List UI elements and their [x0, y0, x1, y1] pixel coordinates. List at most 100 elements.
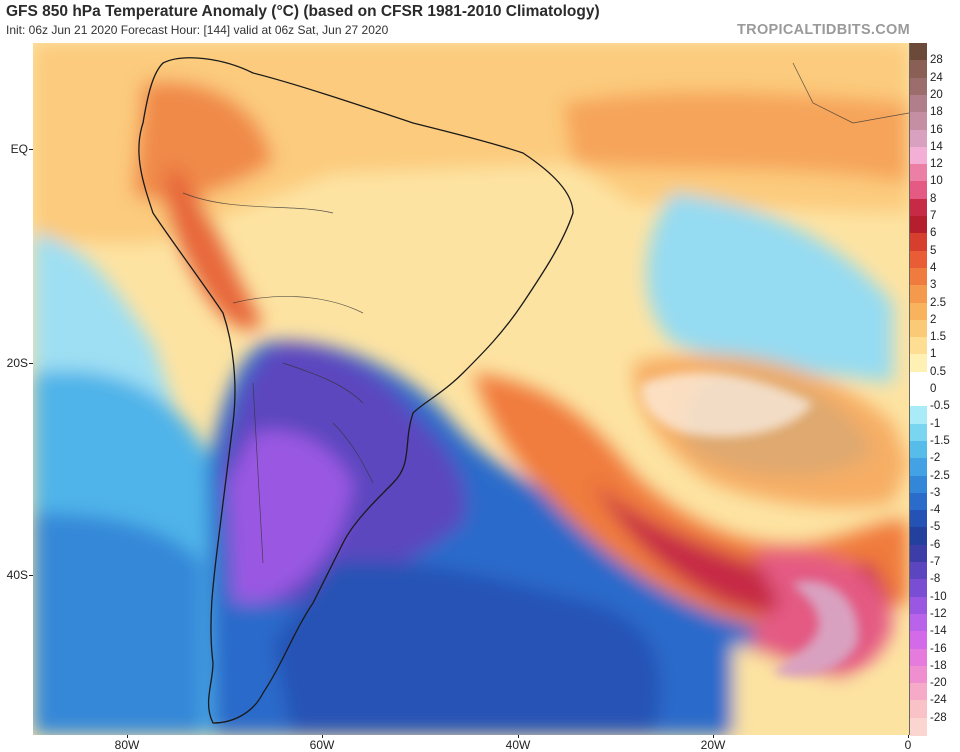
lat-tick-mark	[29, 575, 33, 576]
colorbar-label: 2	[930, 313, 937, 326]
forecast-info: Init: 06z Jun 21 2020 Forecast Hour: [14…	[6, 23, 389, 37]
anomaly-shading	[33, 43, 909, 735]
colorbar-swatch	[910, 319, 927, 338]
colorbar-label: -16	[930, 642, 947, 655]
lon-label-20w: 20W	[700, 738, 726, 752]
lon-tick-mark	[908, 735, 909, 738]
colorbar-swatch	[910, 198, 927, 217]
lat-label-eq: EQ	[10, 142, 28, 156]
colorbar-swatch	[910, 717, 927, 736]
colorbar-swatch	[910, 389, 927, 407]
colorbar-label: 3	[930, 279, 937, 292]
colorbar-label: -24	[930, 694, 947, 707]
colorbar-label: 0.5	[930, 365, 946, 378]
lat-tick-mark	[29, 363, 33, 364]
colorbar-swatch	[910, 613, 927, 632]
colorbar	[909, 43, 927, 736]
colorbar-swatch	[910, 492, 927, 511]
colorbar-swatch	[910, 164, 927, 182]
map-title: GFS 850 hPa Temperature Anomaly (°C) (ba…	[6, 3, 600, 20]
colorbar-label: -4	[930, 504, 941, 517]
colorbar-swatch	[910, 562, 927, 580]
lon-tick-mark	[322, 735, 323, 738]
colorbar-label: -10	[930, 590, 947, 603]
lon-tick-mark	[713, 735, 714, 738]
colorbar-swatch	[910, 285, 927, 304]
source-credit: TROPICALTIDBITS.COM	[737, 22, 910, 38]
colorbar-swatch	[910, 406, 927, 425]
colorbar-label: 12	[930, 158, 943, 171]
colorbar-swatch	[910, 60, 927, 79]
colorbar-swatch	[910, 458, 927, 477]
colorbar-label: 5	[930, 244, 937, 257]
colorbar-label: 2.5	[930, 296, 946, 309]
colorbar-label: -2.5	[930, 469, 950, 482]
colorbar-label: 10	[930, 175, 943, 188]
colorbar-label: -14	[930, 625, 947, 638]
colorbar-label: 16	[930, 123, 943, 136]
colorbar-swatch	[910, 337, 927, 355]
colorbar-label: -1	[930, 417, 941, 430]
colorbar-label: -5	[930, 521, 941, 534]
colorbar-swatch	[910, 596, 927, 615]
colorbar-label: -1.5	[930, 434, 950, 447]
colorbar-label: 7	[930, 210, 937, 222]
lon-label-0: 0	[904, 738, 912, 752]
colorbar-swatch	[910, 146, 927, 165]
colorbar-label: 0	[930, 383, 937, 395]
colorbar-swatch	[910, 112, 927, 131]
colorbar-swatch	[910, 440, 927, 459]
colorbar-label: -6	[930, 538, 941, 551]
lon-tick-mark	[518, 735, 519, 738]
colorbar-swatch	[910, 631, 927, 650]
lon-label-60w: 60W	[309, 738, 335, 752]
colorbar-swatch	[910, 527, 927, 546]
lon-label-80w: 80W	[114, 738, 140, 752]
lon-tick-mark	[127, 735, 128, 738]
colorbar-swatch	[910, 700, 927, 719]
colorbar-label: 28	[930, 54, 943, 67]
colorbar-label: 24	[930, 71, 943, 84]
colorbar-label: 1	[930, 348, 937, 361]
country-borders	[182, 62, 909, 564]
colorbar-swatch	[910, 181, 927, 200]
colorbar-label: -18	[930, 659, 947, 672]
colorbar-swatch	[910, 233, 927, 252]
colorbar-swatch	[910, 423, 927, 442]
lat-tick-mark	[29, 149, 33, 150]
colorbar-label: -0.5	[930, 400, 950, 413]
lat-label-40s: 40S	[6, 568, 28, 582]
colorbar-label: 14	[930, 140, 943, 153]
anomaly-map	[33, 43, 909, 735]
colorbar-label: -20	[930, 677, 947, 690]
colorbar-swatch	[910, 250, 927, 269]
colorbar-label: -8	[930, 573, 941, 586]
colorbar-label: 6	[930, 227, 937, 240]
colorbar-swatch	[910, 216, 927, 234]
colorbar-swatch	[910, 683, 927, 701]
colorbar-label: 1.5	[930, 331, 946, 344]
colorbar-label: -12	[930, 607, 947, 620]
colorbar-swatch	[910, 129, 927, 148]
colorbar-label: -7	[930, 556, 941, 568]
colorbar-swatch	[910, 510, 927, 528]
colorbar-swatch	[910, 94, 927, 113]
colorbar-label: -3	[930, 486, 941, 499]
colorbar-label: -2	[930, 452, 941, 465]
colorbar-swatch	[910, 77, 927, 96]
lat-label-20s: 20S	[6, 356, 28, 370]
colorbar-swatch	[910, 354, 927, 373]
colorbar-swatch	[910, 579, 927, 598]
colorbar-swatch	[910, 267, 927, 286]
coastlines	[138, 57, 574, 724]
colorbar-swatch	[910, 302, 927, 321]
colorbar-swatch	[910, 665, 927, 684]
colorbar-label: 20	[930, 88, 943, 101]
anomaly-field	[33, 43, 909, 735]
colorbar-swatch	[910, 544, 927, 563]
colorbar-label: 4	[930, 261, 937, 274]
colorbar-label: 18	[930, 106, 943, 119]
colorbar-swatch	[910, 371, 927, 390]
colorbar-label: 8	[930, 192, 937, 205]
lon-label-40w: 40W	[505, 738, 531, 752]
